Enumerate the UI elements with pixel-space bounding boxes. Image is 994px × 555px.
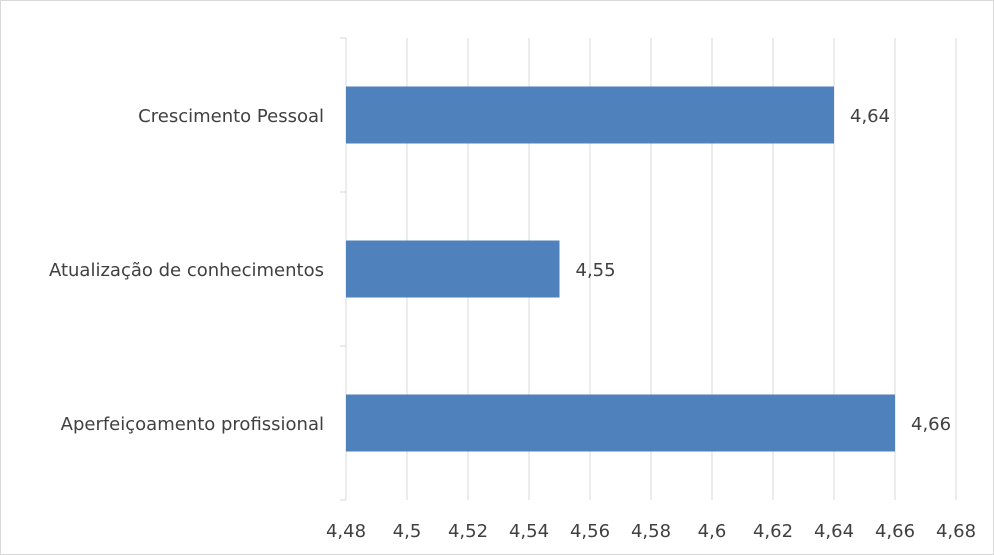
- x-tick-label: 4,52: [448, 521, 488, 542]
- x-tick-label: 4,58: [631, 521, 671, 542]
- x-tick-label: 4,62: [753, 521, 793, 542]
- x-tick-label: 4,48: [326, 521, 366, 542]
- bar: [346, 240, 560, 298]
- category-labels: Crescimento Pessoal Atualização de conhec…: [49, 106, 324, 435]
- data-label: 4,64: [850, 106, 890, 127]
- x-tick-label: 4,68: [936, 521, 976, 542]
- x-tick-label: 4,66: [875, 521, 915, 542]
- bar: [346, 394, 895, 452]
- data-label: 4,55: [576, 260, 616, 281]
- x-tick-labels: 4,48 4,5 4,52 4,54 4,56 4,58 4,6 4,62 4,64 4,66 4,…: [326, 521, 976, 542]
- x-tick-label: 4,64: [814, 521, 854, 542]
- data-labels: 4,64 4,55 4,66: [576, 106, 952, 435]
- data-label: 4,66: [911, 414, 951, 435]
- x-tick-label: 4,5: [393, 521, 422, 542]
- y-axis: [340, 37, 347, 501]
- bar: [346, 86, 834, 144]
- category-label: Crescimento Pessoal: [138, 106, 324, 127]
- bars: [346, 86, 895, 452]
- category-label: Aperfeiçoamento profissional: [61, 414, 324, 435]
- category-label: Atualização de conhecimentos: [49, 260, 324, 281]
- x-tick-label: 4,6: [698, 521, 727, 542]
- x-tick-label: 4,54: [509, 521, 549, 542]
- x-tick-label: 4,56: [570, 521, 610, 542]
